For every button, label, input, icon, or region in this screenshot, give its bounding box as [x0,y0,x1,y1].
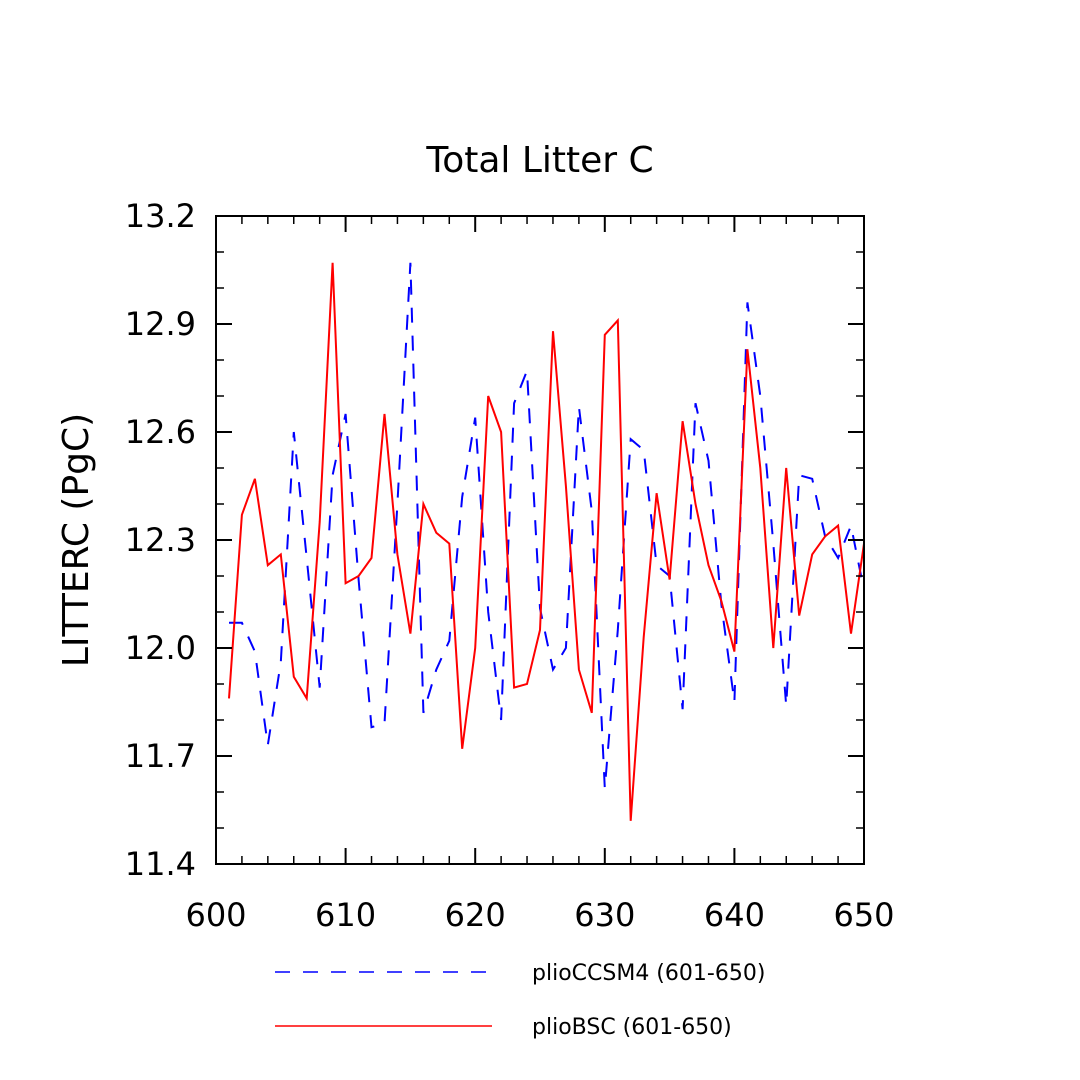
series-layer [228,262,865,821]
legend: plioCCSM4 (601-650) plioBSC (601-650) [275,961,765,1040]
x-tick-label: 640 [704,896,765,934]
y-tick-label: 12.0 [125,629,196,667]
y-tick-label: 12.6 [125,413,196,451]
y-tick-label: 11.4 [125,845,196,883]
tick-labels-layer: 600 610 620 630 640 650 11.4 11.7 12.0 12.3 12.6 12… [125,197,895,934]
chart-title: Total Litter C [425,140,653,181]
y-tick-label: 12.3 [125,521,196,559]
series-line-pliocsm4 [229,262,865,789]
x-tick-label: 620 [445,896,506,934]
legend-label-pliobsc: plioBSC (601-650) [532,1015,732,1040]
series-line-pliobsc [228,262,865,821]
y-axis-label: LITTERC (PgC) [56,413,97,667]
y-tick-label: 13.2 [125,197,196,235]
legend-label-pliocsm4: plioCCSM4 (601-650) [532,961,765,986]
ticks-layer [215,215,865,865]
x-tick-label: 630 [574,896,635,934]
y-tick-label: 12.9 [125,305,196,343]
x-tick-label: 610 [315,896,376,934]
x-tick-label: 650 [833,896,894,934]
x-tick-label: 600 [185,896,246,934]
y-tick-label: 11.7 [125,737,196,775]
